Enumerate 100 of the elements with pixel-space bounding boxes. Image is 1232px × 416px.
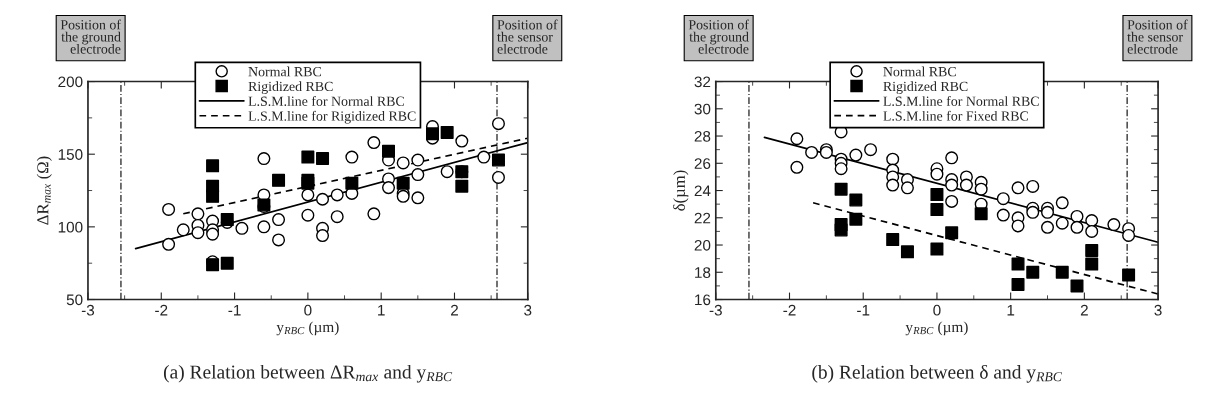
y-tick-label: 32 <box>694 76 711 88</box>
legend-label: Rigidized RBC <box>883 81 968 94</box>
x-tick-label: 0 <box>304 304 312 316</box>
x-tick-label: 3 <box>524 304 532 316</box>
x-tick-label: -1 <box>857 304 870 316</box>
y-tick-label: 150 <box>58 149 83 160</box>
y-tick-label: 20 <box>694 239 711 251</box>
point <box>367 136 381 150</box>
point <box>257 152 271 166</box>
point <box>455 179 469 193</box>
ref-line-label: Position of the ground electrode <box>688 19 749 54</box>
point <box>900 181 914 195</box>
x-tick-label: -3 <box>81 304 95 316</box>
point <box>162 237 176 251</box>
point <box>1041 220 1055 234</box>
legend-label: L.S.M.line for Fixed RBC <box>883 110 1028 121</box>
point <box>1011 257 1025 271</box>
x-tick-label: 1 <box>378 304 385 316</box>
point <box>1107 218 1121 232</box>
legend-label: Normal RBC <box>883 66 956 77</box>
ref-line-label: Position of the sensor electrode <box>1127 19 1188 54</box>
point <box>316 152 330 166</box>
point <box>345 176 359 190</box>
y-tick-label: 50 <box>66 294 83 306</box>
x-tick-label: 0 <box>933 304 941 316</box>
point <box>945 151 959 165</box>
point <box>1070 279 1084 293</box>
point <box>1122 228 1136 242</box>
point <box>996 208 1010 222</box>
point <box>272 233 286 247</box>
point <box>411 168 425 182</box>
x-tick-label: -1 <box>228 304 241 316</box>
point <box>220 256 234 270</box>
point <box>162 202 176 216</box>
legend-label: Normal RBC <box>248 66 321 77</box>
point <box>1026 179 1040 193</box>
point <box>206 189 220 203</box>
point <box>396 176 410 190</box>
point <box>411 191 425 205</box>
point <box>272 173 286 187</box>
y-axis-title: δ(µm) <box>673 170 689 211</box>
point <box>945 178 959 192</box>
text: (b) Relation between δ and y$_{RBC}$ <box>812 364 1063 383</box>
point <box>1041 205 1055 219</box>
point <box>411 153 425 167</box>
point <box>900 245 914 259</box>
point <box>345 150 359 164</box>
point <box>301 208 315 222</box>
y-tick-label: 100 <box>58 221 83 233</box>
legend-label: Rigidized RBC <box>248 81 333 94</box>
point <box>491 153 505 167</box>
x-axis-title: y$_{RBC}$ (µm) <box>905 321 968 336</box>
point <box>886 178 900 192</box>
point <box>790 132 804 146</box>
legend-label: L.S.M.line for Normal RBC <box>248 96 404 106</box>
x-tick-label: -3 <box>709 304 722 316</box>
point <box>191 207 205 221</box>
point <box>886 233 900 247</box>
point <box>945 194 959 208</box>
text: (a) Relation between ΔR$_{max}$ and y$_{RBC}$ <box>163 364 453 383</box>
point <box>974 207 988 221</box>
y-tick-label: 26 <box>694 158 711 169</box>
ref-line-label: Position of the sensor electrode <box>497 19 558 54</box>
point <box>1026 265 1040 279</box>
point <box>790 160 804 174</box>
point <box>425 127 439 141</box>
point <box>1055 216 1069 230</box>
legend-label: L.S.M.line for Normal RBC <box>883 96 1039 106</box>
point <box>1085 257 1099 271</box>
point <box>849 212 863 226</box>
point <box>491 170 505 184</box>
point <box>191 226 205 240</box>
x-axis-title: y$_{RBC}$ (µm) <box>276 321 339 336</box>
point <box>316 192 330 206</box>
point <box>367 207 381 221</box>
x-tick-label: -2 <box>155 304 168 316</box>
point <box>1070 220 1084 234</box>
point <box>455 134 469 148</box>
y-axis-title: ΔR$_{max}$ (Ω) <box>36 156 52 225</box>
x-tick-label: 2 <box>1080 304 1088 316</box>
point <box>1122 268 1136 282</box>
point <box>396 156 410 170</box>
point <box>1011 219 1025 233</box>
point <box>834 223 848 237</box>
point <box>974 182 988 196</box>
point <box>301 150 315 164</box>
point <box>886 152 900 166</box>
point <box>849 193 863 207</box>
point <box>1085 243 1099 257</box>
point <box>206 227 220 241</box>
point <box>176 223 190 237</box>
point <box>440 125 454 139</box>
point <box>206 159 220 173</box>
point <box>257 220 271 234</box>
point <box>235 221 249 235</box>
point <box>272 213 286 227</box>
legend-label: L.S.M.line for Rigidized RBC <box>248 110 416 124</box>
ref-line-label: Position of the ground electrode <box>60 19 121 54</box>
point <box>491 117 505 131</box>
point <box>996 192 1010 206</box>
